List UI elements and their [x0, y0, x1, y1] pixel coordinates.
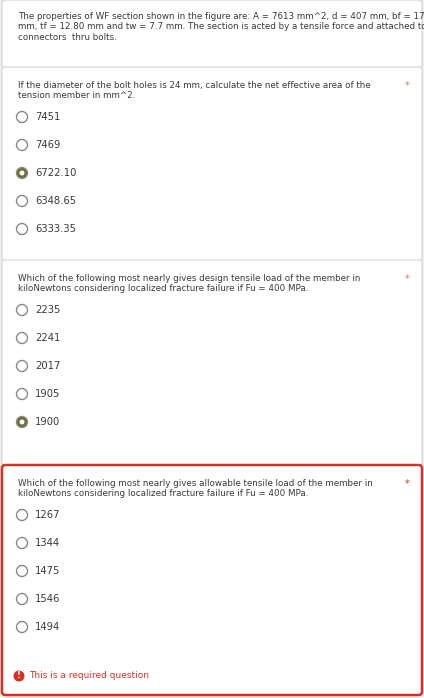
Text: 2017: 2017 [35, 361, 60, 371]
Circle shape [17, 168, 27, 178]
Text: *: * [405, 81, 410, 91]
Text: 1267: 1267 [35, 510, 61, 520]
FancyBboxPatch shape [2, 0, 422, 68]
Text: 6348.65: 6348.65 [35, 196, 76, 206]
FancyBboxPatch shape [2, 67, 422, 261]
Text: 7451: 7451 [35, 112, 60, 122]
Circle shape [20, 419, 25, 424]
Text: 6333.35: 6333.35 [35, 224, 76, 234]
Circle shape [20, 170, 25, 175]
FancyBboxPatch shape [2, 465, 422, 695]
Text: This is a required question: This is a required question [29, 671, 149, 681]
Text: *: * [405, 479, 410, 489]
Text: *: * [405, 274, 410, 284]
Circle shape [14, 671, 25, 681]
Text: Which of the following most nearly gives allowable tensile load of the member in: Which of the following most nearly gives… [18, 479, 373, 498]
Circle shape [17, 417, 27, 427]
Text: If the diameter of the bolt holes is 24 mm, calculate the net effective area of : If the diameter of the bolt holes is 24 … [18, 81, 371, 101]
FancyBboxPatch shape [2, 260, 422, 466]
Text: The properties of WF section shown in the figure are: A = 7613 mm^2, d = 407 mm,: The properties of WF section shown in th… [18, 12, 424, 42]
Text: 6722.10: 6722.10 [35, 168, 76, 178]
Text: 2235: 2235 [35, 305, 60, 315]
Text: !: ! [17, 671, 21, 681]
Text: 1494: 1494 [35, 622, 60, 632]
Text: 1900: 1900 [35, 417, 60, 427]
Text: 2241: 2241 [35, 333, 60, 343]
Text: 1546: 1546 [35, 594, 60, 604]
Text: 1905: 1905 [35, 389, 60, 399]
Text: 1475: 1475 [35, 566, 60, 576]
Text: 1344: 1344 [35, 538, 60, 548]
Text: 7469: 7469 [35, 140, 60, 150]
Text: Which of the following most nearly gives design tensile load of the member in
ki: Which of the following most nearly gives… [18, 274, 360, 293]
